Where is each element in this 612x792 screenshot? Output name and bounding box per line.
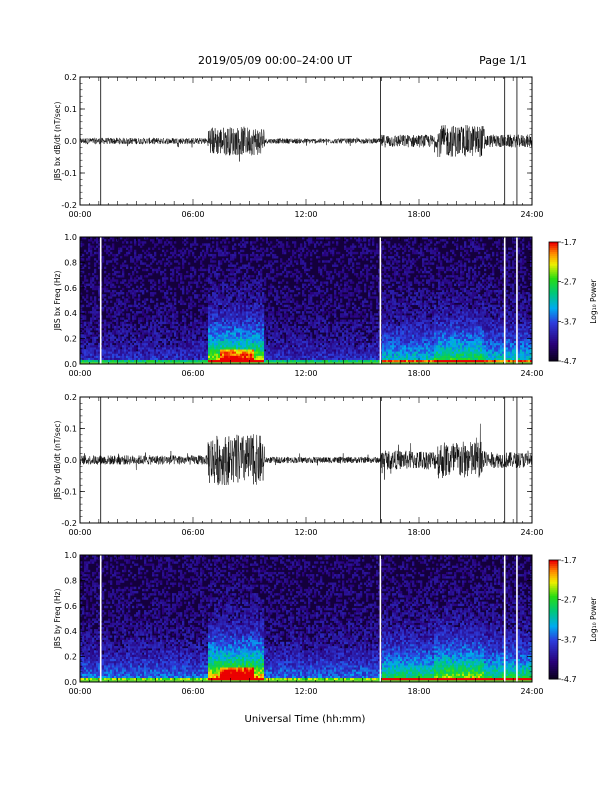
- x-tick-label: 12:00: [294, 528, 317, 537]
- y-axis-label: JBS by dB/dt (nT/sec): [53, 421, 62, 501]
- x-tick-label: 18:00: [407, 210, 430, 219]
- y-tick-label: 0.8: [64, 258, 77, 267]
- y-tick-label: 0.2: [64, 393, 77, 402]
- chart-title: 2019/05/09 00:00–24:00 UT: [198, 54, 352, 67]
- x-tick-label: 24:00: [520, 687, 543, 696]
- page-number: Page 1/1: [479, 54, 527, 67]
- colorbar: -1.7 -2.7 -3.7 -4.7 Log₁₀ Power: [548, 556, 598, 684]
- x-tick-label: 00:00: [68, 210, 91, 219]
- x-tick-label: 24:00: [520, 528, 543, 537]
- x-tick-label: 06:00: [181, 210, 204, 219]
- y-tick-label: 0.6: [64, 602, 77, 611]
- x-tick-label: 06:00: [181, 369, 204, 378]
- y-tick-label: 1.0: [64, 551, 77, 560]
- y-tick-label: 0.2: [64, 653, 77, 662]
- y-axis-label: JBS bx Freq (Hz): [53, 271, 62, 332]
- colorbar-tick-label: -4.7: [561, 675, 577, 684]
- x-tick-label: 06:00: [181, 528, 204, 537]
- x-tick-label: 00:00: [68, 528, 91, 537]
- x-axis-title: Universal Time (hh:mm): [245, 714, 366, 725]
- timeseries-panel-by: [79, 396, 533, 524]
- colorbar-tick-label: -3.7: [561, 317, 577, 326]
- y-tick-label: 0.0: [64, 456, 77, 465]
- colorbar-tick-label: -1.7: [561, 556, 577, 565]
- x-tick-label: 18:00: [407, 369, 430, 378]
- panels: 00:00 06:00 12:00 18:00 24:00 0.2 0.1 0.0 -0.1 -0…: [53, 73, 598, 696]
- spectrogram-panel-by: [79, 554, 533, 683]
- x-tick-label: 18:00: [407, 687, 430, 696]
- x-tick-label: 00:00: [68, 369, 91, 378]
- y-tick-label: 0.0: [64, 360, 77, 369]
- y-tick-label: 0.2: [64, 73, 77, 82]
- colorbar-tick-label: -2.7: [561, 278, 577, 287]
- y-tick-label: 0.1: [64, 105, 77, 114]
- y-axis-label: JBS bx dB/dt (nT/sec): [53, 102, 62, 182]
- x-tick-label: 18:00: [407, 528, 430, 537]
- x-tick-label: 00:00: [68, 687, 91, 696]
- colorbar-tick-label: -3.7: [561, 635, 577, 644]
- y-tick-label: 0.6: [64, 284, 77, 293]
- y-tick-label: 0.0: [64, 678, 77, 687]
- timeseries-panel-bx: [79, 76, 533, 206]
- y-tick-label: 0.2: [64, 335, 77, 344]
- x-tick-label: 12:00: [294, 369, 317, 378]
- colorbar-label: Log₁₀ Power: [589, 596, 598, 641]
- colorbar-tick-label: -2.7: [561, 596, 577, 605]
- x-tick-label: 06:00: [181, 687, 204, 696]
- y-tick-label: -0.2: [61, 201, 77, 210]
- series-line: [79, 125, 533, 162]
- y-tick-label: -0.1: [61, 488, 77, 497]
- y-tick-label: 1.0: [64, 233, 77, 242]
- y-tick-label: 0.1: [64, 425, 77, 434]
- spectrogram-panel-bx: [79, 236, 533, 365]
- y-tick-label: 0.4: [64, 309, 77, 318]
- colorbar: -1.7 -2.7 -3.7 -4.7 Log₁₀ Power: [548, 238, 598, 366]
- y-tick-label: 0.8: [64, 576, 77, 585]
- colorbar-tick-label: -4.7: [561, 357, 577, 366]
- y-tick-label: 0.0: [64, 137, 77, 146]
- y-tick-label: -0.1: [61, 169, 77, 178]
- colorbar-label: Log₁₀ Power: [589, 278, 598, 323]
- y-tick-label: 0.4: [64, 627, 77, 636]
- x-tick-label: 24:00: [520, 210, 543, 219]
- colorbar-tick-label: -1.7: [561, 238, 577, 247]
- y-tick-label: -0.2: [61, 519, 77, 528]
- series-line: [79, 423, 533, 486]
- x-tick-label: 24:00: [520, 369, 543, 378]
- x-tick-label: 12:00: [294, 210, 317, 219]
- y-axis-label: JBS by Freq (Hz): [53, 589, 62, 650]
- x-tick-label: 12:00: [294, 687, 317, 696]
